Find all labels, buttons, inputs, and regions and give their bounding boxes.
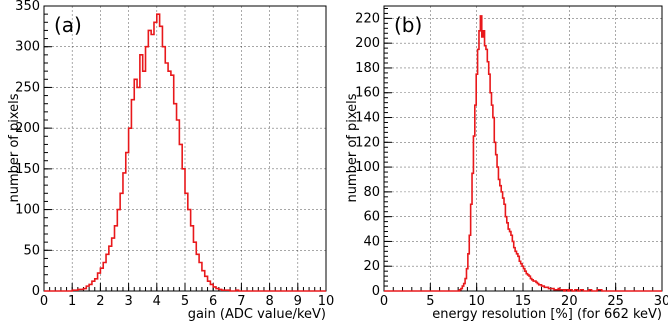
panel-a-y-axis-title: number of pixels bbox=[7, 93, 22, 202]
x-tick-label: 4 bbox=[153, 294, 161, 309]
x-tick-label: 2 bbox=[96, 294, 104, 309]
y-tick-label: 300 bbox=[15, 40, 40, 55]
panel-b-x-axis-title: energy resolution [%] (for 662 keV) bbox=[432, 307, 662, 322]
panel-b-x-tick-labels: 0 5 10 15 20 25 30 bbox=[380, 294, 668, 309]
x-tick-label: 1 bbox=[68, 294, 76, 309]
panel-a-frame bbox=[43, 5, 327, 292]
y-tick-label: 140 bbox=[355, 111, 380, 126]
panel-b: 0 5 10 15 20 25 30 0 20 40 60 80 100 120 140 160 180 200… bbox=[345, 5, 668, 322]
y-tick-label: 40 bbox=[363, 234, 380, 249]
y-tick-label: 0 bbox=[32, 284, 40, 299]
panel-a-x-axis-title: gain (ADC value/keV) bbox=[188, 307, 326, 322]
x-tick-label: 7 bbox=[237, 294, 245, 309]
panel-a-grid bbox=[44, 6, 326, 291]
y-tick-label: 150 bbox=[15, 162, 40, 177]
panel-a-ticks bbox=[43, 5, 327, 292]
panel-b-frame bbox=[383, 5, 663, 292]
panel-b-y-tick-labels: 0 20 40 60 80 100 120 140 160 180 200 220 bbox=[355, 11, 380, 299]
panel-a-y-tick-labels: 0 50 100 150 200 250 300 350 bbox=[15, 0, 40, 299]
x-tick-label: 9 bbox=[294, 294, 302, 309]
x-tick-label: 30 bbox=[654, 294, 668, 309]
y-tick-label: 60 bbox=[363, 210, 380, 225]
y-tick-label: 120 bbox=[355, 135, 380, 150]
panel-b-grid bbox=[384, 6, 662, 291]
x-tick-label: 25 bbox=[607, 294, 624, 309]
panel-a: 0 1 2 3 4 5 6 7 8 9 10 0 50 100 150 200 250 300 350 (a) g… bbox=[7, 0, 334, 322]
x-tick-label: 0 bbox=[380, 294, 388, 309]
x-tick-label: 3 bbox=[124, 294, 132, 309]
y-tick-label: 200 bbox=[15, 121, 40, 136]
x-tick-label: 0 bbox=[40, 294, 48, 309]
panel-a-x-tick-labels: 0 1 2 3 4 5 6 7 8 9 10 bbox=[40, 294, 334, 309]
y-tick-label: 20 bbox=[363, 259, 380, 274]
panel-a-label: (a) bbox=[54, 13, 82, 37]
y-tick-label: 100 bbox=[355, 160, 380, 175]
y-tick-label: 100 bbox=[15, 203, 40, 218]
y-tick-label: 50 bbox=[23, 243, 40, 258]
y-tick-label: 200 bbox=[355, 36, 380, 51]
y-tick-label: 350 bbox=[15, 0, 40, 14]
panel-a-histogram bbox=[44, 13, 326, 292]
x-tick-label: 10 bbox=[318, 294, 335, 309]
x-tick-label: 5 bbox=[181, 294, 189, 309]
x-tick-label: 5 bbox=[426, 294, 434, 309]
y-tick-label: 220 bbox=[355, 11, 380, 26]
panel-b-label: (b) bbox=[394, 13, 422, 37]
panel-b-y-axis-title: number of pixels bbox=[345, 93, 360, 202]
x-tick-label: 6 bbox=[209, 294, 217, 309]
y-tick-label: 250 bbox=[15, 80, 40, 95]
x-tick-label: 15 bbox=[515, 294, 532, 309]
x-tick-label: 20 bbox=[561, 294, 578, 309]
x-tick-label: 8 bbox=[265, 294, 273, 309]
x-tick-label: 10 bbox=[468, 294, 485, 309]
y-tick-label: 0 bbox=[372, 284, 380, 299]
y-tick-label: 80 bbox=[363, 185, 380, 200]
y-tick-label: 180 bbox=[355, 61, 380, 76]
panel-b-histogram bbox=[384, 15, 662, 292]
y-tick-label: 160 bbox=[355, 86, 380, 101]
